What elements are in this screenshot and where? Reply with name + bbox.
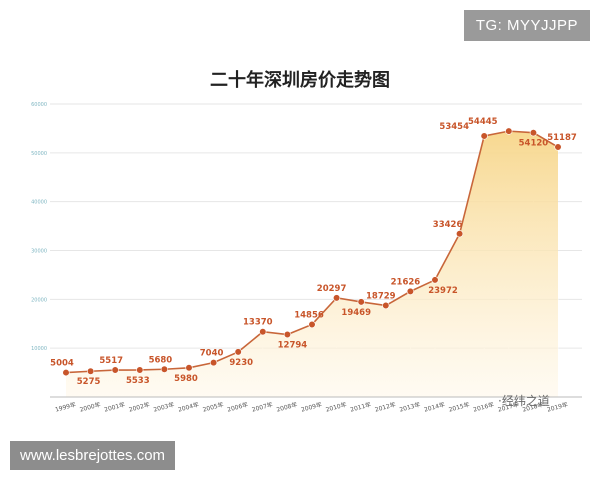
y-tick-label: 30000	[31, 249, 47, 255]
x-tick-label: 1999年	[54, 400, 77, 413]
point-layer	[62, 127, 562, 377]
x-tick-label: 2004年	[177, 400, 200, 413]
data-point	[136, 366, 144, 374]
data-point	[259, 328, 267, 336]
value-label: 53454	[439, 122, 469, 132]
chart-title: 二十年深圳房价走势图	[210, 70, 390, 91]
value-label: 5680	[149, 355, 173, 365]
data-point	[234, 348, 242, 356]
data-point	[62, 368, 70, 377]
y-tick-label: 10000	[31, 346, 47, 352]
x-tick-label: 2005年	[202, 400, 225, 413]
y-tick-label: 40000	[31, 200, 47, 206]
value-label: 9230	[229, 358, 253, 368]
value-label: 54120	[519, 139, 549, 149]
area-fill	[66, 131, 558, 397]
y-tick-label: 60000	[31, 102, 47, 108]
y-tick-label: 20000	[31, 297, 47, 303]
x-tick-label: 2013年	[399, 400, 422, 413]
x-tick-label: 2006年	[226, 400, 249, 413]
data-point	[554, 143, 562, 151]
x-tick-label: 2011年	[349, 400, 372, 413]
value-label: 5517	[99, 356, 123, 366]
x-tick-label: 2012年	[374, 400, 397, 413]
x-tick-label: 2008年	[276, 400, 299, 413]
data-point	[210, 359, 218, 367]
data-point	[480, 132, 488, 140]
value-label: 5533	[126, 376, 150, 386]
value-label: 20297	[317, 284, 347, 294]
data-point	[185, 364, 193, 372]
value-label: 51187	[547, 133, 577, 143]
data-point	[382, 301, 390, 310]
data-point	[308, 320, 316, 329]
y-tick-label: 50000	[31, 151, 47, 157]
value-label: 54445	[468, 117, 498, 127]
tg-tag: TG: MYYJJPP	[463, 10, 590, 41]
data-point	[86, 367, 95, 375]
value-label: 5980	[174, 374, 198, 384]
value-label: 12794	[278, 341, 308, 351]
value-label: 23972	[428, 286, 458, 296]
value-label: 18729	[366, 292, 396, 302]
value-label: 33426	[433, 220, 463, 230]
data-point	[283, 330, 292, 339]
value-label: 13370	[243, 318, 273, 328]
area-layer	[66, 131, 558, 397]
x-tick-label: 2010年	[325, 400, 348, 413]
x-tick-label: 2003年	[153, 400, 176, 413]
x-tick-label: 2007年	[251, 400, 274, 413]
value-label: 14856	[294, 310, 324, 320]
data-point	[406, 287, 415, 295]
watermark-text: ·经纬之道	[498, 394, 550, 408]
value-label: 7040	[200, 349, 224, 359]
x-tick-label: 2009年	[300, 400, 323, 413]
data-point	[505, 127, 513, 135]
x-tick-label: 2015年	[448, 400, 471, 413]
data-point	[456, 230, 464, 238]
value-label: 5275	[77, 377, 101, 387]
data-point	[111, 366, 119, 374]
data-point	[357, 298, 365, 306]
value-label: 19469	[341, 308, 371, 318]
x-tick-label: 2016年	[472, 400, 495, 413]
value-label: 5004	[50, 359, 74, 369]
x-tick-label: 2002年	[128, 400, 151, 413]
x-tick-label: 2014年	[423, 400, 446, 413]
data-point	[529, 129, 538, 137]
url-tag: www.lesbrejottes.com	[10, 441, 176, 470]
data-point	[333, 294, 341, 302]
x-tick-label: 2000年	[79, 400, 102, 413]
data-point	[160, 365, 168, 373]
data-point	[431, 276, 439, 284]
x-tick-label: 2001年	[103, 400, 126, 413]
value-label: 21626	[391, 277, 421, 287]
